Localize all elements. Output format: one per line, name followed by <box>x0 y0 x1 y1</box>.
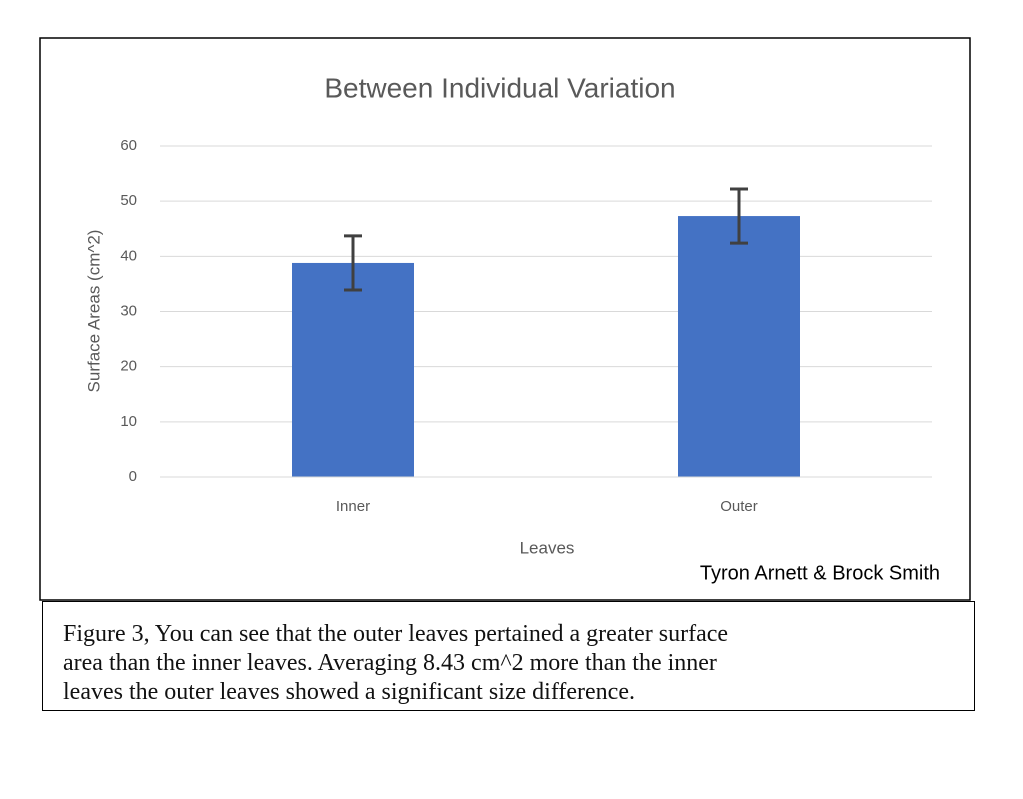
caption-line: area than the inner leaves. Averaging 8.… <box>63 650 717 676</box>
y-tick-label: 0 <box>129 468 137 485</box>
x-tick-label: Outer <box>720 498 758 515</box>
y-tick-label: 40 <box>120 247 137 264</box>
y-tick-label: 60 <box>120 137 137 154</box>
caption-line: Figure 3, You can see that the outer lea… <box>63 621 729 647</box>
error-bar <box>730 187 748 245</box>
caption-line: leaves the outer leaves showed a signifi… <box>63 679 635 705</box>
caption-box: Figure 3, You can see that the outer lea… <box>42 601 975 711</box>
x-axis-label: Leaves <box>520 538 575 557</box>
bar <box>292 262 414 477</box>
annotation: Tyron Arnett & Brock Smith <box>700 562 940 584</box>
bar <box>678 216 800 478</box>
y-tick-label: 10 <box>120 413 137 430</box>
y-tick-label: 50 <box>120 192 137 209</box>
y-axis-label: Surface Areas (cm^2) <box>84 230 103 393</box>
error-bar <box>344 234 362 292</box>
chart-frame <box>39 37 971 601</box>
x-tick-label: Inner <box>336 498 370 515</box>
y-tick-label: 20 <box>120 358 137 375</box>
chart-title: Between Individual Variation <box>324 72 675 103</box>
y-tick-label: 30 <box>120 302 137 319</box>
